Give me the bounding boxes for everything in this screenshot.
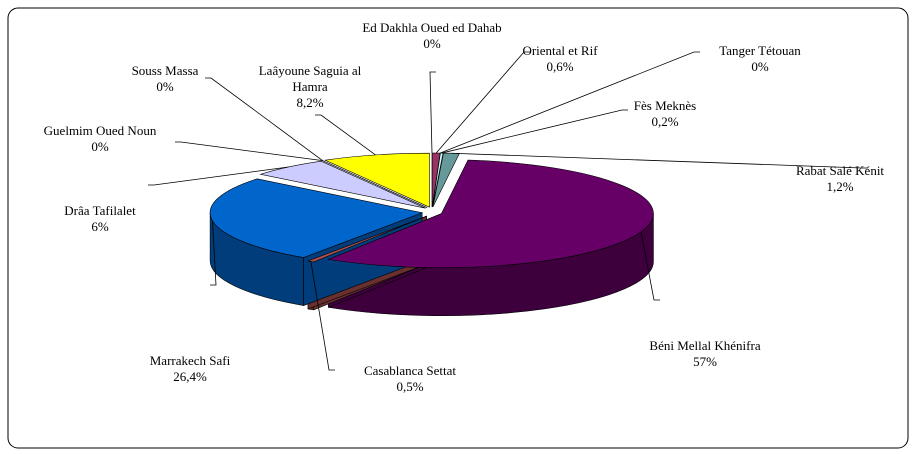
category-label: Marrakech Safi [149, 353, 231, 368]
slice [327, 159, 654, 268]
value-label: 1,2% [826, 179, 854, 194]
slice [259, 160, 426, 209]
data-label: Béni Mellal Khénifra 57% [620, 338, 790, 370]
data-label: Rabat Salé Kénit 1,2% [775, 163, 905, 195]
data-label: Guelmim Oued Noun 0% [25, 123, 175, 155]
value-label: 0,2% [651, 114, 679, 129]
leader-line [315, 114, 376, 156]
leader-line [429, 71, 436, 154]
slice [324, 152, 430, 208]
value-label: 0% [751, 59, 769, 74]
value-label: 0,6% [546, 59, 574, 74]
data-label: Fès Meknès 0,2% [610, 98, 720, 130]
leader-line [441, 109, 628, 154]
leader-line [451, 152, 868, 169]
value-label: 8,2% [296, 95, 324, 110]
data-label: Laâyoune Saguia al Hamra 8,2% [245, 63, 375, 111]
leader-line [640, 231, 660, 301]
leader-line [310, 261, 335, 371]
data-label: Oriental et Rif 0,6% [500, 43, 620, 75]
category-label: Guelmim Oued Noun [43, 123, 157, 138]
value-label: 0% [423, 36, 441, 51]
data-label: Drâa Tafilalet 6% [35, 203, 165, 235]
value-label: 6% [91, 219, 109, 234]
category-label: Béni Mellal Khénifra [649, 338, 761, 353]
category-label: Tanger Tétouan [719, 43, 801, 58]
data-label: Casablanca Settat 0,5% [335, 363, 485, 395]
leader-line [210, 220, 217, 286]
data-label: Ed Dakhla Oued ed Dahab 0% [357, 20, 507, 52]
value-label: 26,4% [173, 369, 207, 384]
category-label: Souss Massa [131, 63, 199, 78]
leader-line [175, 141, 323, 162]
data-label: Tanger Tétouan 0% [700, 43, 820, 75]
data-label: Marrakech Safi 26,4% [120, 353, 260, 385]
category-label: Fès Meknès [633, 98, 697, 113]
value-label: 57% [693, 354, 717, 369]
leader-line [148, 166, 289, 186]
category-label: Oriental et Rif [522, 43, 598, 58]
category-label: Drâa Tafilalet [64, 203, 136, 218]
category-label: Ed Dakhla Oued ed Dahab [362, 20, 502, 35]
category-label: Casablanca Settat [363, 363, 457, 378]
leader-line [435, 51, 530, 154]
category-label: Rabat Salé Kénit [795, 163, 885, 178]
data-label: Souss Massa 0% [105, 63, 225, 95]
leader-line [205, 77, 323, 161]
leader-line [440, 51, 700, 154]
value-label: 0,5% [396, 379, 424, 394]
value-label: 0% [156, 79, 174, 94]
category-label: Laâyoune Saguia al Hamra [258, 63, 362, 94]
value-label: 0% [91, 139, 109, 154]
